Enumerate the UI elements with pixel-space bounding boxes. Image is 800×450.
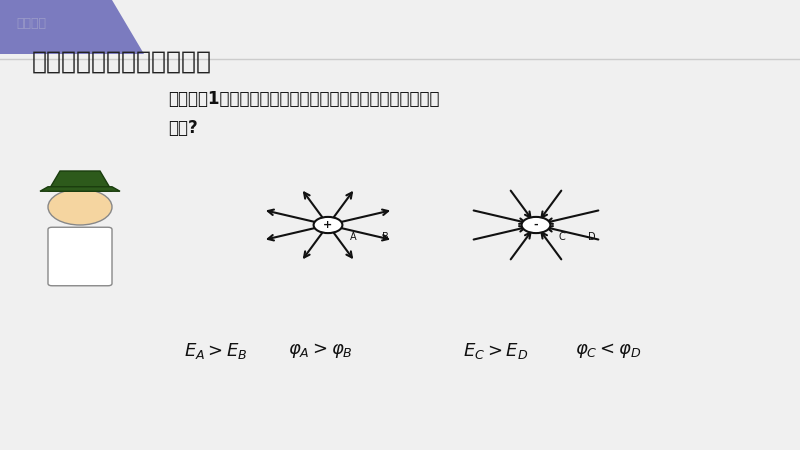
Polygon shape [48,171,112,191]
Circle shape [522,217,550,233]
Text: $\varphi_C < \varphi_D$: $\varphi_C < \varphi_D$ [575,342,641,360]
Circle shape [48,189,112,225]
Text: 一：电场强度与电势的关系: 一：电场强度与电势的关系 [32,50,212,73]
Text: $E_A > E_B$: $E_A > E_B$ [184,341,248,361]
Text: +: + [323,220,333,230]
FancyBboxPatch shape [48,227,112,286]
Text: D: D [588,232,596,242]
Text: -: - [534,220,538,230]
Polygon shape [40,187,120,191]
Text: $\varphi_A > \varphi_B$: $\varphi_A > \varphi_B$ [287,342,353,360]
Polygon shape [0,0,144,54]
Text: B: B [382,232,389,242]
Text: $E_C > E_D$: $E_C > E_D$ [463,341,529,361]
Text: 【问题】1：电场强度大的地方电势是否一定高呢？反之又如
何呢?: 【问题】1：电场强度大的地方电势是否一定高呢？反之又如 何呢? [168,90,439,137]
Text: 果丁文库: 果丁文库 [16,17,46,30]
Text: C: C [558,232,565,242]
Text: A: A [350,232,357,242]
Circle shape [314,217,342,233]
